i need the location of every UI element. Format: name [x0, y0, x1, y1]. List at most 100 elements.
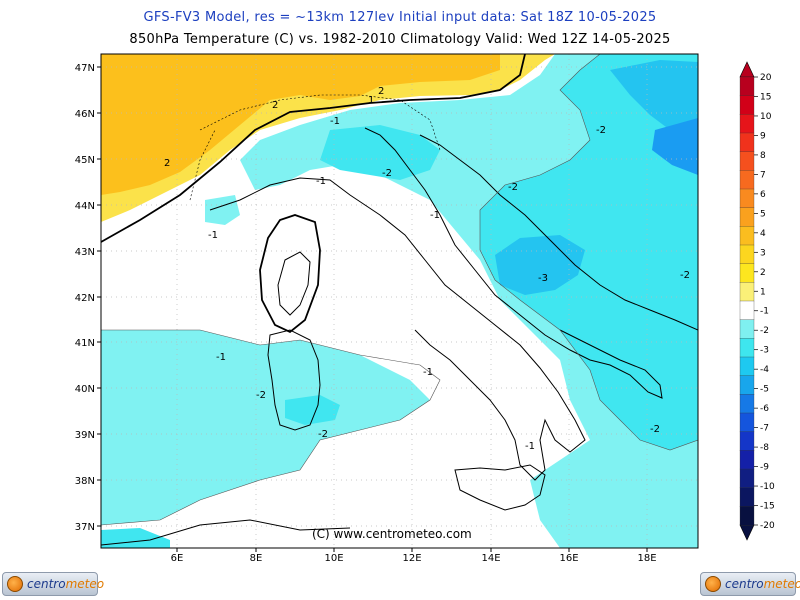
lon-ticks	[176, 548, 648, 552]
colorbar-swatch	[739, 263, 755, 283]
colorbar-swatch	[739, 412, 755, 433]
contour-label: -1	[423, 367, 433, 378]
cool-minus2-adriatic	[320, 125, 440, 180]
italy-coastline	[209, 177, 586, 481]
colorbar-swatches	[739, 76, 755, 526]
contour-label: -2	[680, 270, 690, 281]
cool-minus2-sardinia-east	[285, 395, 340, 425]
contour-label: -1	[330, 116, 340, 127]
zero-isotherms	[101, 54, 526, 334]
model-title: GFS-FV3 Model, res = ~13km 127lev Initia…	[143, 10, 657, 25]
contour-label: -1	[208, 230, 218, 241]
colorbar-swatch	[739, 226, 755, 246]
colorbar-label: -9	[760, 463, 769, 473]
colorbar-label: -3	[760, 346, 769, 356]
colorbar-label: 5	[760, 209, 766, 219]
coastlines	[101, 127, 698, 546]
cool-minus4-area	[652, 118, 698, 175]
contour-label: 1	[368, 95, 374, 106]
colorbar-swatch	[739, 431, 755, 451]
map-frame	[100, 53, 699, 549]
colorbar-label: -8	[760, 443, 769, 453]
colorbar-swatch	[739, 170, 755, 190]
product-title: 850hPa Temperature (C) vs. 1982-2010 Cli…	[129, 32, 671, 47]
cool-minus3-ne	[610, 60, 698, 130]
colorbar-label: 4	[760, 229, 766, 239]
colorbar-swatch	[739, 132, 755, 153]
contour-label: 2	[378, 86, 384, 97]
colorbar-swatch	[739, 244, 755, 265]
colorbar-label: 6	[760, 190, 766, 200]
colorbar-swatch	[739, 151, 755, 171]
colorbar-swatch	[739, 506, 755, 526]
colorbar-label: 3	[760, 248, 766, 258]
lat-label: 43N	[75, 247, 95, 258]
contour-label: -3	[538, 273, 548, 284]
colorbar-label: -4	[760, 365, 769, 375]
adriatic-coastline	[364, 127, 663, 399]
lon-label: 6E	[171, 553, 184, 564]
sardinia-outline	[267, 329, 321, 431]
lon-label: 16E	[559, 553, 578, 564]
lat-label: 38N	[75, 476, 95, 487]
colorbar-label: -10	[760, 482, 775, 492]
zero-isotherm-corsica	[259, 214, 321, 334]
lon-label: 18E	[637, 553, 656, 564]
lat-label: 39N	[75, 430, 95, 441]
contour-label: -2	[318, 429, 328, 440]
colorbar-top-arrow	[739, 61, 755, 78]
colorbar-label: 20	[760, 73, 772, 83]
sicily-outline	[454, 464, 546, 511]
contour-label: -1	[525, 441, 535, 452]
logo-text: centrometeo	[725, 577, 800, 591]
contour-label: 2	[272, 100, 278, 111]
lat-label: 45N	[75, 155, 95, 166]
lat-label: 37N	[75, 522, 95, 533]
credit-text: (C) www.centrometeo.com	[312, 527, 472, 541]
zero-isotherm-north	[101, 54, 526, 243]
latitude-labels: 47N 46N 45N 44N 43N 42N 41N 40N 39N 38N …	[75, 63, 95, 533]
lat-ticks	[97, 66, 101, 527]
contour-labels: 2 2 2 1 -1 -1 -1 -1 -1 -1 -1 -2 -2 -2 -2…	[164, 86, 690, 452]
contour-label: -1	[316, 176, 326, 187]
colorbar-swatch	[739, 450, 755, 470]
colorbar-bottom-arrow	[739, 524, 755, 541]
warm-plus2-area	[101, 54, 500, 195]
logo-text: centrometeo	[27, 577, 105, 591]
colorbar-label: 2	[760, 268, 766, 278]
north-africa-coast	[101, 519, 351, 546]
colorbar-swatch	[739, 487, 755, 507]
colorbar-label: 8	[760, 151, 766, 161]
colorbar-label: -6	[760, 404, 769, 414]
centrometeo-logo-icon	[7, 576, 23, 592]
contour-label: -2	[508, 182, 518, 193]
balkan-coastline	[419, 134, 698, 331]
colorbar: 20 15 10 9 8 7 6 5 4 3 2 1 -1 -2 -3 -4 -5 -6 -7 -8 -9 -10 -15 -…	[739, 61, 775, 541]
contour-label: -2	[256, 390, 266, 401]
colorbar-swatch	[739, 207, 755, 227]
cool-minus1-west	[101, 330, 440, 525]
colorbar-swatch	[739, 338, 755, 358]
colorbar-label: -15	[760, 502, 775, 512]
country-borders	[189, 94, 441, 201]
thin-contours	[101, 54, 698, 526]
centrometeo-logo-right[interactable]: centrometeo	[700, 572, 800, 596]
lat-label: 42N	[75, 293, 95, 304]
longitude-labels: 6E 8E 10E 12E 14E 16E 18E	[171, 553, 657, 564]
colorbar-swatch	[739, 394, 755, 414]
colorbar-label: 10	[760, 112, 772, 122]
contour-label: -1	[430, 210, 440, 221]
colorbar-swatch	[739, 375, 755, 395]
colorbar-label: -1	[760, 307, 769, 317]
corsica-outline	[277, 251, 311, 316]
lon-label: 14E	[481, 553, 500, 564]
colorbar-label: -20	[760, 521, 775, 531]
cool-minus3-area	[495, 235, 585, 295]
contour-label: -2	[650, 424, 660, 435]
lat-label: 40N	[75, 384, 95, 395]
lat-label: 44N	[75, 201, 95, 212]
centrometeo-logo-left[interactable]: centrometeo	[2, 572, 104, 596]
contour-label: -2	[596, 125, 606, 136]
lon-label: 10E	[324, 553, 343, 564]
